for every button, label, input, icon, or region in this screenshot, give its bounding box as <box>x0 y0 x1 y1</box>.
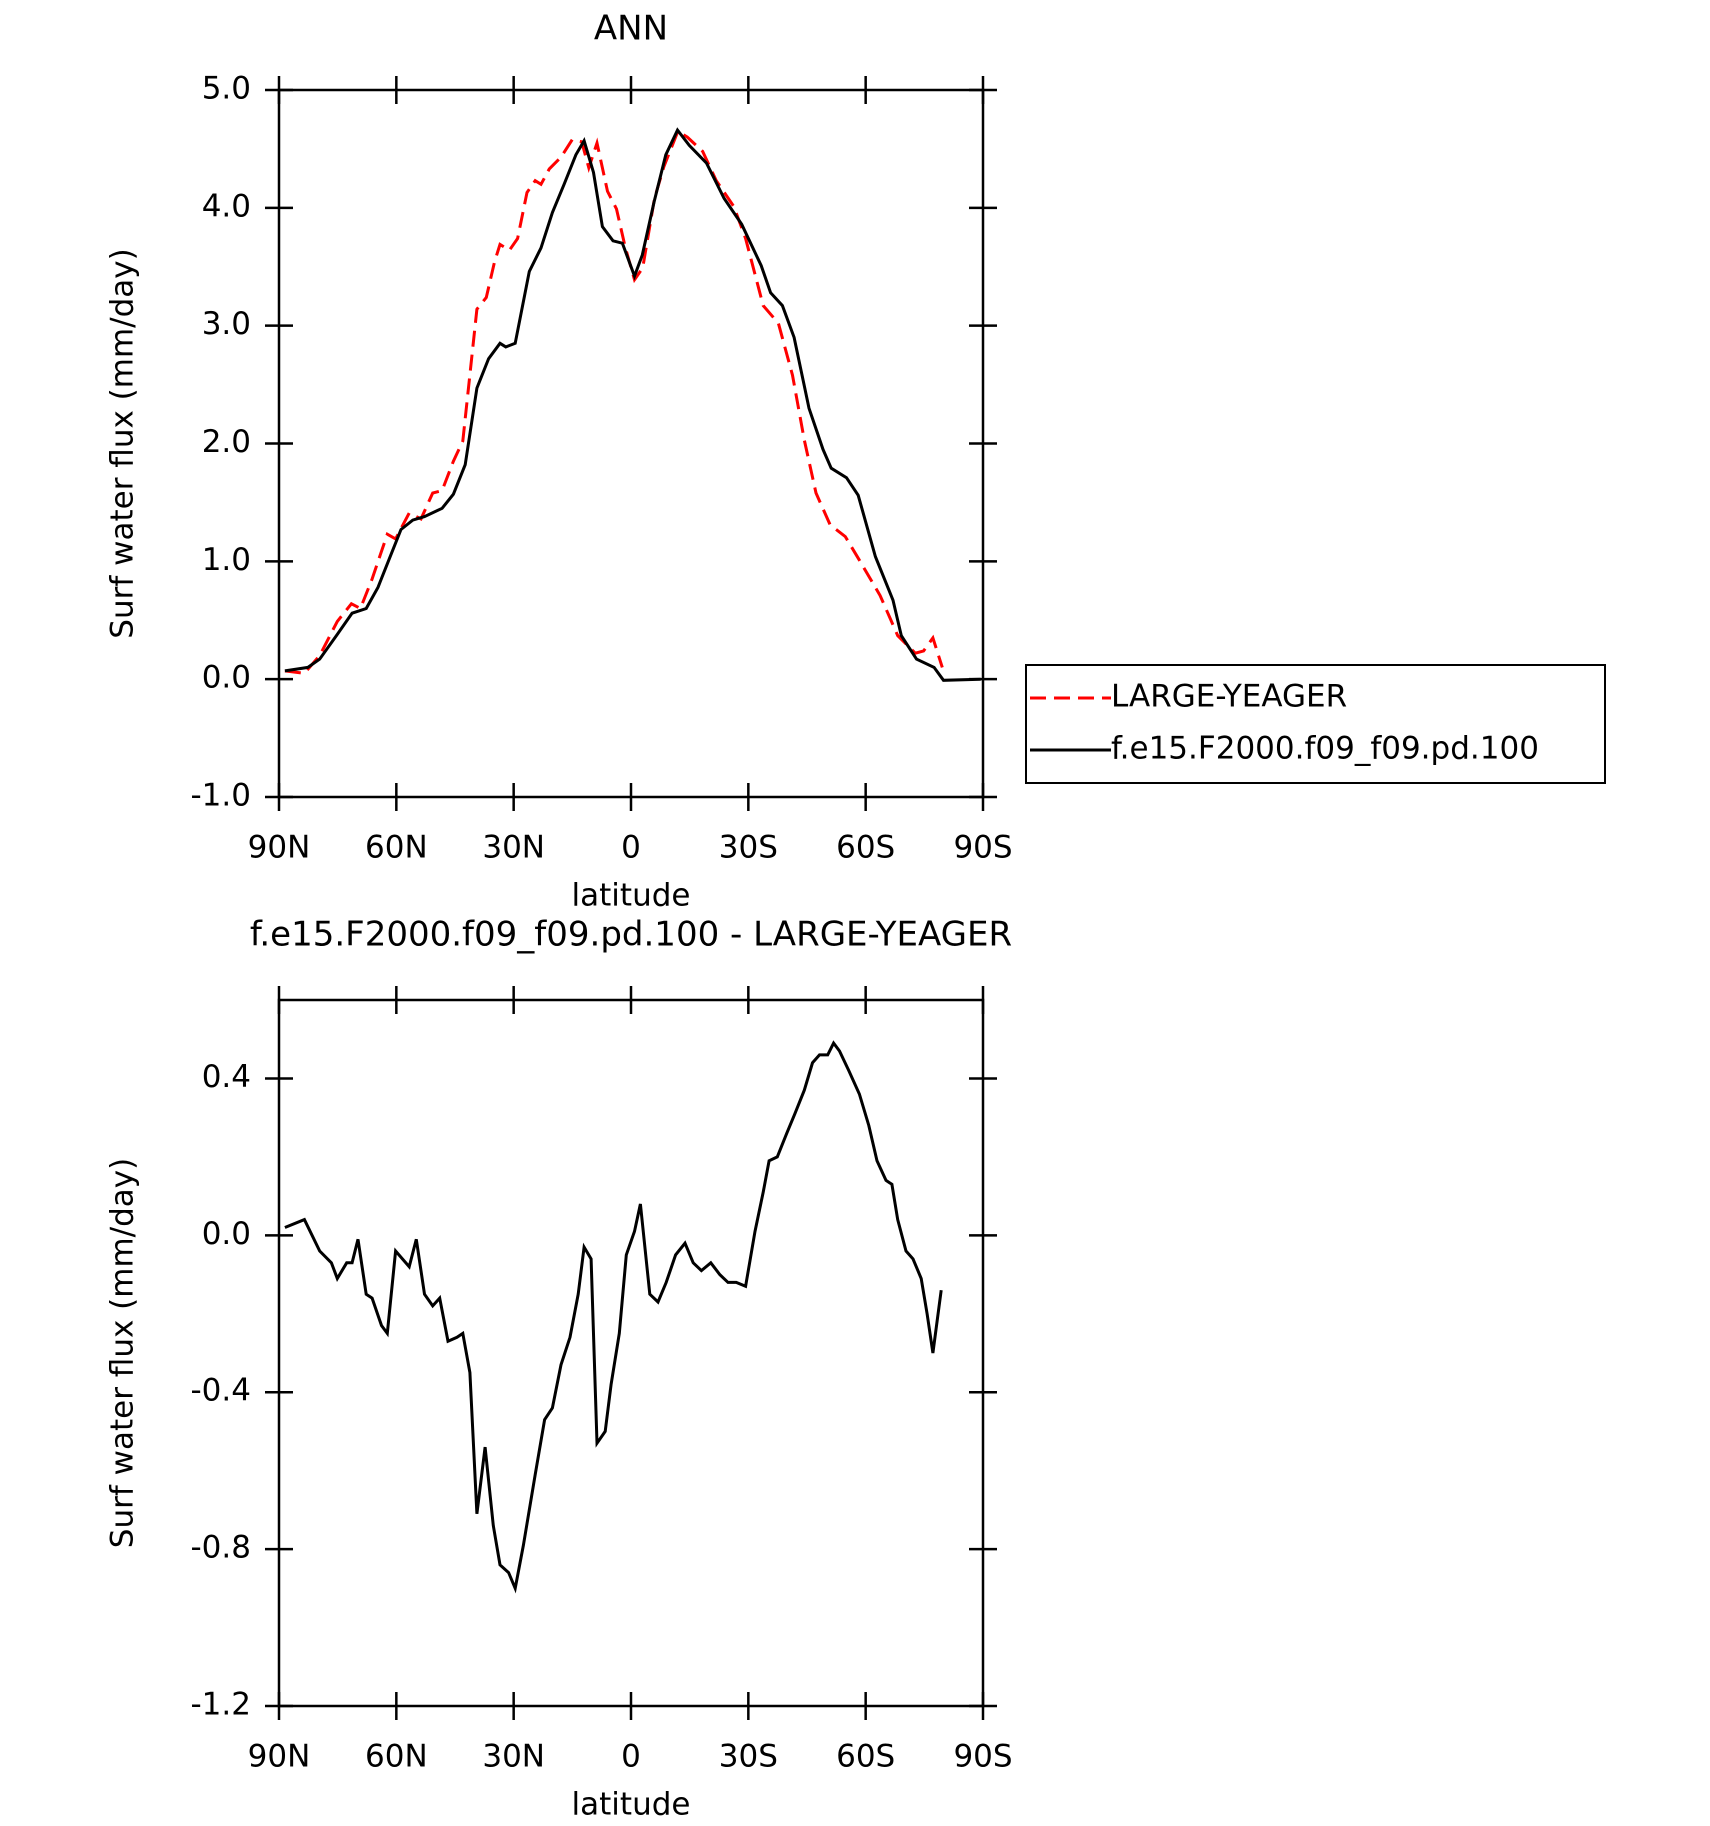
y-tick-label: -1.2 <box>191 1687 252 1723</box>
x-tick-label: 60N <box>365 830 428 866</box>
y-tick-label: 5.0 <box>202 71 251 107</box>
data-line <box>284 127 981 682</box>
y-tick-label: -1.0 <box>191 778 252 814</box>
y-axis-label: Surf water flux (mm/day) <box>105 1158 141 1548</box>
x-tick-label: 90S <box>953 1739 1012 1775</box>
y-tick-label: 4.0 <box>202 188 251 224</box>
x-tick-label: 30N <box>482 830 545 866</box>
x-tick-label: 90S <box>953 830 1012 866</box>
x-tick-label: 30S <box>719 1739 778 1775</box>
x-axis-label: latitude <box>572 878 691 914</box>
y-tick-label: -0.8 <box>191 1530 252 1566</box>
x-tick-label: 90N <box>248 1739 311 1775</box>
legend-label: LARGE-YEAGER <box>1111 679 1347 715</box>
x-tick-label: 0 <box>621 830 641 866</box>
y-tick-label: 0.0 <box>202 1216 251 1252</box>
x-tick-label: 60N <box>365 1739 428 1775</box>
y-tick-label: 0.0 <box>202 660 251 696</box>
y-tick-label: 2.0 <box>202 424 251 460</box>
y-tick-label: 1.0 <box>202 542 251 578</box>
y-axis-label: Surf water flux (mm/day) <box>105 248 141 638</box>
plot-frame <box>277 998 985 1708</box>
data-line <box>284 1040 943 1594</box>
x-tick-label: 90N <box>248 830 311 866</box>
y-tick-label: 3.0 <box>202 306 251 342</box>
x-axis-label: latitude <box>572 1787 691 1823</box>
chart-title: f.e15.F2000.f09_f09.pd.100 - LARGE-YEAGE… <box>250 915 1012 955</box>
plot-frame <box>277 88 985 799</box>
x-tick-label: 30S <box>719 830 778 866</box>
x-tick-label: 30N <box>482 1739 545 1775</box>
x-tick-label: 0 <box>621 1739 641 1775</box>
chart-title: ANN <box>594 9 668 49</box>
x-tick-label: 60S <box>836 1739 895 1775</box>
y-tick-label: -0.4 <box>191 1373 252 1409</box>
y-tick-label: 0.4 <box>202 1059 251 1095</box>
legend-box <box>1025 664 1606 784</box>
x-tick-label: 60S <box>836 830 895 866</box>
data-line <box>284 128 944 675</box>
legend-label: f.e15.F2000.f09_f09.pd.100 <box>1111 731 1539 767</box>
